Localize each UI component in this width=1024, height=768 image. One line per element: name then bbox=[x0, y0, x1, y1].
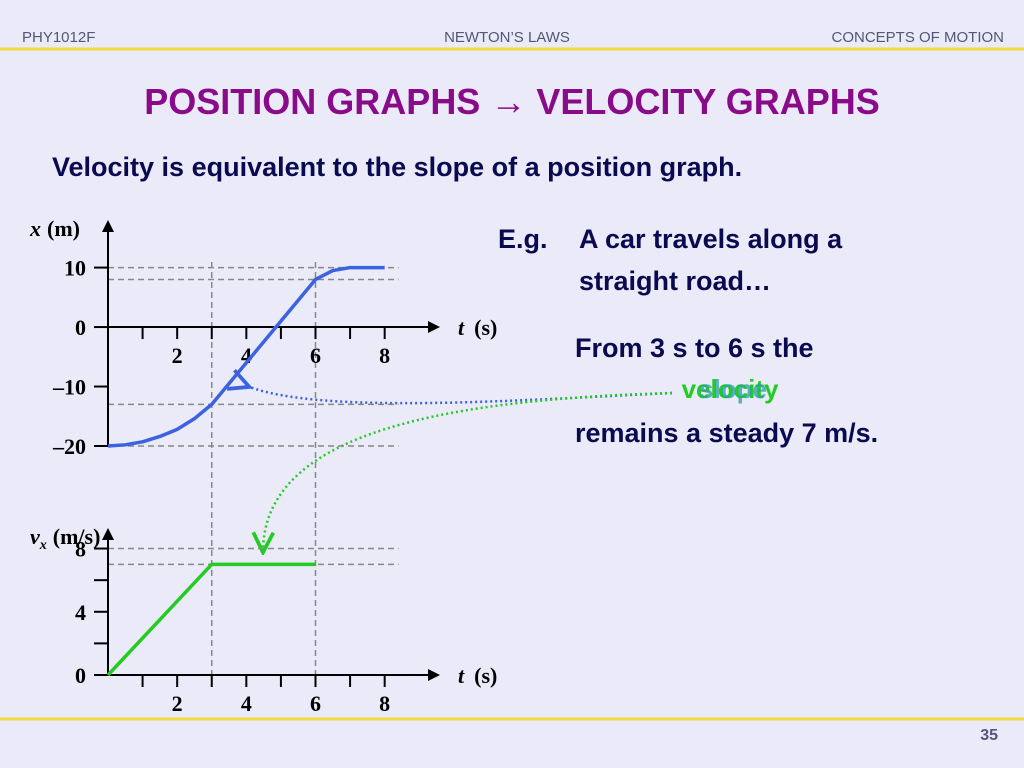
y-tick-label: –10 bbox=[52, 375, 86, 400]
x-tick-label: 8 bbox=[379, 343, 390, 368]
x-axis-arrow bbox=[428, 669, 440, 681]
y-tick-label: 10 bbox=[64, 256, 86, 281]
section: CONCEPTS OF MOTION bbox=[832, 29, 1005, 46]
topic: NEWTON’S LAWS bbox=[444, 29, 570, 46]
y-label-symbol: v bbox=[30, 524, 40, 549]
x-tick-label: 2 bbox=[172, 343, 183, 368]
y-label-symbol: x bbox=[29, 216, 41, 241]
x-label-unit: (s) bbox=[474, 663, 497, 688]
x-tick-label: 4 bbox=[241, 691, 252, 716]
velocity-arrow bbox=[263, 391, 673, 550]
x-tick-label: 6 bbox=[310, 691, 321, 716]
y-label-unit: (m/s) bbox=[53, 524, 101, 549]
subtitle: Velocity is equivalent to the slope of a… bbox=[52, 152, 742, 182]
y-tick-label: 0 bbox=[75, 315, 86, 340]
x-label-symbol: t bbox=[458, 315, 465, 340]
y-label-subscript: x bbox=[39, 538, 47, 553]
data-line bbox=[107, 265, 385, 448]
slope-arrow bbox=[247, 386, 673, 405]
x-tick-label: 4 bbox=[241, 343, 252, 368]
statement-line: From 3 s to 6 s the bbox=[575, 333, 814, 363]
x-label-symbol: t bbox=[458, 663, 465, 688]
y-axis-label: x (m) bbox=[29, 216, 80, 241]
y-axis-arrow bbox=[102, 220, 114, 232]
statement-line: remains a steady 7 m/s. bbox=[575, 418, 878, 448]
word-velocity: velocity bbox=[682, 374, 779, 404]
y-axis-label: vx (m/s) bbox=[30, 524, 100, 553]
x-axis-label: t (s) bbox=[458, 315, 497, 340]
y-axis-arrow bbox=[102, 528, 114, 540]
y-tick-label: –20 bbox=[52, 434, 86, 459]
word-slope: slope bbox=[699, 374, 767, 404]
title: POSITION GRAPHS → VELOCITY GRAPHS bbox=[144, 81, 879, 122]
x-axis-arrow bbox=[428, 321, 440, 334]
y-tick-label: 0 bbox=[75, 663, 86, 688]
x-tick-label: 2 bbox=[172, 691, 183, 716]
example-line: straight road… bbox=[579, 266, 771, 296]
x-label-unit: (s) bbox=[474, 315, 497, 340]
y-label-unit: (m) bbox=[47, 216, 80, 241]
data-line bbox=[106, 562, 316, 677]
y-tick-label: 8 bbox=[75, 537, 86, 562]
x-tick-label: 6 bbox=[310, 343, 321, 368]
x-axis-label: t (s) bbox=[458, 663, 497, 688]
course: PHY1012F bbox=[22, 29, 95, 46]
example-lead: E.g. bbox=[498, 224, 548, 254]
example-line: A car travels along a bbox=[579, 224, 843, 254]
x-tick-label: 8 bbox=[379, 691, 390, 716]
y-tick-label: 4 bbox=[75, 600, 86, 625]
page-number: 35 bbox=[980, 727, 998, 744]
